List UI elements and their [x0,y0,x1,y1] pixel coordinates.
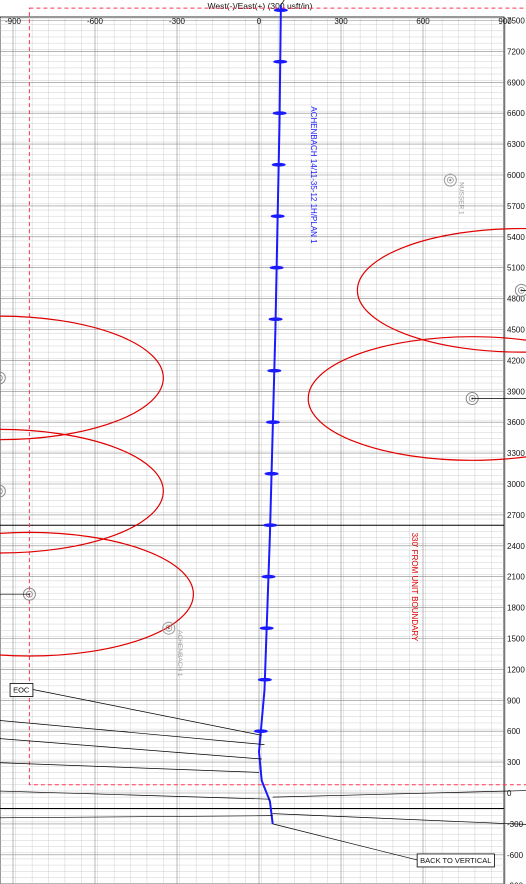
y-tick-label: 4500 [507,326,525,335]
annotation-box [9,683,34,697]
well-marker [514,283,526,297]
y-tick-label: 5700 [507,202,525,211]
y-tick-label: 6000 [507,171,525,180]
y-tick-label: 600 [507,727,521,736]
y-tick-label: -300 [507,820,524,829]
y-tick-label: 3300 [507,449,525,458]
well-path-tick [265,420,280,425]
annotation-leader [272,813,526,825]
annotation-leader [0,790,270,800]
well-path-tick [259,626,274,630]
annotation-box [416,853,495,868]
radius-circle [0,428,164,554]
well-path-label: ACHENBACH 14/11-35-12 1H/PLAN 1 [309,106,318,244]
offset-well-marker [167,627,170,630]
well-marker [0,374,3,382]
offset-well-marker [162,621,176,635]
well-path-tick [271,162,286,167]
well-path-tick [272,111,287,115]
y-tick-label: 300 [507,758,521,767]
annotation-label: BACK TO VERTICAL [420,856,491,865]
well-path-line [257,5,282,825]
y-tick-label: 2700 [507,511,525,520]
annotation-leader [32,689,262,736]
y-tick-label: -900 [507,882,524,884]
section-lines [0,524,504,809]
boundary-label: 330' FROM UNIT BOUNDARY [410,533,419,642]
y-tick-label: 1800 [507,604,525,613]
well-path-tick [273,59,288,64]
x-axis-ticks: -2400-2100-1800-1500-1200-900-600-300030… [5,17,512,26]
annotation-leader [0,720,265,745]
y-tick-label: 6600 [507,109,525,118]
y-tick-label: 6300 [507,140,525,149]
offset-well-marker [446,176,454,184]
annotation-leader [0,815,273,819]
well-path-tick [269,265,284,270]
radius-circle [356,227,526,353]
y-tick-label: 1500 [507,635,525,644]
offset-well-label: NUSSER 1 [457,182,464,215]
y-tick-label: -600 [507,851,524,860]
annotation-leader [272,823,418,861]
offset-well-marker [443,173,457,187]
well-path-tick [273,8,288,12]
offset-well-marker [449,179,452,182]
x-tick-label: 300 [334,17,348,26]
y-tick-label: 3600 [507,418,525,427]
y-axis-ticks: 8400810078007500720069006600630060005700… [507,17,525,884]
y-tick-label: 5400 [507,233,525,242]
x-tick-label: -900 [5,17,22,26]
well-marker [0,484,6,498]
y-tick-label: 3900 [507,387,525,396]
offset-well-label: ACHENBACH 1 [176,630,183,677]
y-tick-label: 7200 [507,47,525,56]
y-tick-label: 4200 [507,356,525,365]
y-tick-label: 7500 [507,17,525,26]
y-tick-label: 2400 [507,542,525,551]
x-tick-label: -600 [87,17,104,26]
y-tick-label: 3000 [507,480,525,489]
x-tick-label: 600 [416,17,430,26]
radius-circle [0,315,164,441]
annotation-leader [272,790,526,798]
well-path-tick [261,574,276,579]
plot-area [0,16,505,884]
annotation-label: EOC [13,685,30,694]
x-tick-label: 0 [257,17,262,26]
well-path [253,5,288,825]
radius-circle [307,336,526,461]
radius-circles [0,227,526,657]
y-tick-label: 1200 [507,665,525,674]
y-tick-label: 4800 [507,295,525,304]
radius-circle [0,531,194,657]
minor-grid [0,17,504,884]
offset-well-marker [165,624,173,632]
annotation-leader [0,762,260,773]
well-path-tick [264,471,279,476]
well-path-tick [253,729,268,733]
unit-boundary [28,7,526,786]
y-tick-label: 2100 [507,573,525,582]
well-path-tick [270,214,285,218]
y-tick-label: 5100 [507,264,525,273]
offset-wells: NUSSER 1NUSSER 2ACHENBACH 1 [162,173,464,677]
y-tick-label: 0 [507,789,512,798]
well-marker [0,371,6,385]
well-marker [0,487,3,495]
well-path-tick [268,317,283,322]
y-tick-label: 900 [507,696,521,705]
vertical-labels: SEC 11-T35S-R12WSEC 14-T35S-R12W330' FRO… [309,106,419,642]
chart-title: West(-)/East(+) (300 usft/in) [208,1,313,11]
x-tick-label: -300 [169,17,186,26]
boundary-rect [28,7,526,786]
y-tick-label: 6900 [507,78,525,87]
x-tick-label: 900 [498,17,512,26]
well-path-tick [267,368,282,373]
annotation-leader [0,738,262,760]
well-path-tick [263,523,278,527]
well-path-tick [257,677,272,682]
